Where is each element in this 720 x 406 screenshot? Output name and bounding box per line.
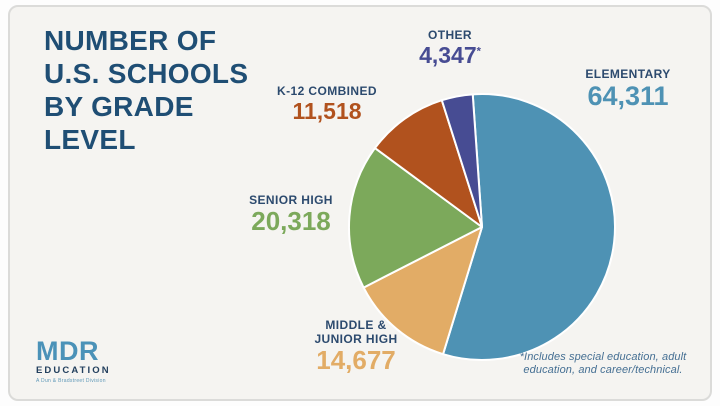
pie-chart (348, 92, 616, 361)
mdr-logo-wordmark: MDR (36, 336, 99, 366)
pie-slice-k12-combined (373, 99, 483, 228)
callout-elementary: ELEMENTARY 64,311 (566, 67, 690, 110)
pie-slice-other (440, 93, 483, 228)
other-label: OTHER (428, 28, 472, 42)
other-value: 4,347* (402, 43, 498, 67)
pie-slice-senior-high (348, 147, 483, 289)
mdr-logo-education: EDUCATION (36, 365, 111, 376)
mdr-logo: MDR EDUCATION A Dun & Bradstreet Divisio… (36, 336, 111, 385)
middle-junior-high-value: 14,677 (316, 345, 396, 375)
other-value-number: 4,347 (419, 42, 477, 68)
middle-junior-high-label: MIDDLE & JUNIOR HIGH (314, 318, 398, 346)
title-line-2: U.S. SCHOOLS (44, 58, 249, 89)
title-line-1: NUMBER OF (44, 25, 217, 56)
title-line-4: LEVEL (44, 124, 136, 155)
footnote-line-1: *Includes special education, adult (519, 351, 687, 363)
callout-senior-high: SENIOR HIGH 20,318 (229, 193, 353, 235)
k12-combined-label: K-12 COMBINED (277, 84, 377, 98)
callout-k12-combined: K-12 COMBINED 11,518 (263, 84, 391, 123)
callout-other: OTHER 4,347* (402, 28, 498, 67)
k12-combined-value: 11,518 (292, 98, 362, 124)
mdr-logo-tagline: A Dun & Bradstreet Division (36, 378, 106, 384)
senior-high-label: SENIOR HIGH (249, 193, 333, 207)
other-value-asterisk: * (476, 45, 481, 58)
footnote-line-2: education, and career/technical. (523, 364, 683, 376)
callout-middle-junior-high: MIDDLE & JUNIOR HIGH 14,677 (300, 318, 412, 374)
pie-slice-elementary (442, 92, 616, 361)
title-line-3: BY GRADE (44, 91, 194, 122)
elementary-value: 64,311 (587, 81, 669, 111)
pie-slice-middle-junior-high (362, 226, 483, 356)
elementary-label: ELEMENTARY (585, 67, 671, 81)
footnote: *Includes special education, adult educa… (503, 351, 703, 377)
page-title: NUMBER OF U.S. SCHOOLS BY GRADE LEVEL (44, 24, 248, 156)
senior-high-value: 20,318 (251, 206, 331, 236)
